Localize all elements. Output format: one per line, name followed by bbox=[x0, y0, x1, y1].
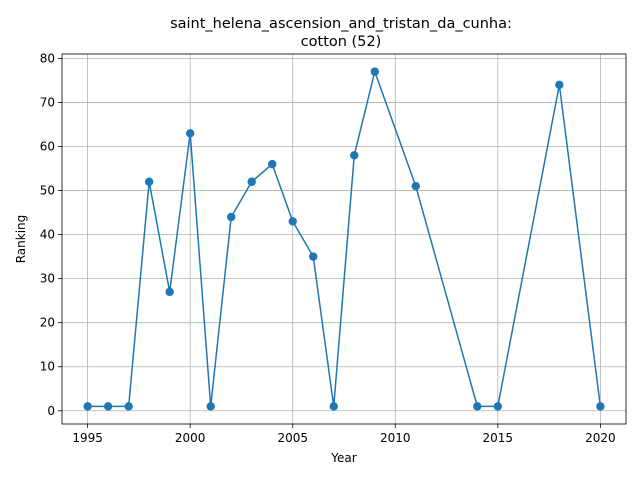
y-tick-label: 40 bbox=[40, 228, 55, 242]
series-line bbox=[87, 70, 602, 408]
grid-lines bbox=[62, 54, 626, 424]
chart-subtitle: cotton (52) bbox=[301, 34, 382, 50]
y-tick-label: 30 bbox=[40, 272, 55, 286]
data-point bbox=[103, 402, 113, 411]
data-point bbox=[206, 402, 215, 411]
y-tick-label: 80 bbox=[40, 51, 55, 65]
data-point bbox=[370, 67, 379, 76]
data-point bbox=[411, 181, 420, 191]
data-point bbox=[473, 402, 482, 411]
data-point bbox=[247, 177, 256, 186]
data-point bbox=[596, 402, 605, 411]
data-point bbox=[329, 402, 338, 411]
x-tick-label: 2010 bbox=[380, 431, 411, 445]
data-point bbox=[493, 402, 503, 411]
y-axis-label: Ranking bbox=[14, 215, 28, 264]
x-axis-label: Year bbox=[330, 451, 356, 465]
x-tick-label: 2020 bbox=[585, 431, 616, 445]
y-tick-label: 10 bbox=[40, 360, 55, 374]
series-layer bbox=[83, 67, 605, 411]
data-point bbox=[555, 80, 564, 90]
x-tick-label: 2000 bbox=[175, 431, 206, 445]
data-point bbox=[124, 402, 133, 411]
x-tick-label: 1995 bbox=[72, 431, 103, 445]
x-tick-label: 2005 bbox=[277, 431, 308, 445]
data-point bbox=[309, 252, 318, 261]
y-tick-label: 0 bbox=[47, 404, 55, 418]
data-point bbox=[83, 402, 92, 411]
data-point bbox=[268, 159, 277, 169]
y-axis-ticks: 0 10 20 30 40 50 60 70 80 bbox=[40, 51, 62, 418]
data-point bbox=[165, 287, 174, 297]
x-axis-ticks: 1995 2000 2005 2010 2015 2020 bbox=[72, 424, 616, 445]
data-point bbox=[288, 217, 297, 226]
data-point bbox=[227, 212, 236, 222]
data-point bbox=[185, 129, 195, 138]
x-tick-label: 2015 bbox=[483, 431, 514, 445]
data-point bbox=[350, 151, 359, 160]
plot-frame bbox=[61, 53, 627, 425]
data-point bbox=[144, 177, 154, 186]
y-tick-label: 50 bbox=[40, 184, 55, 198]
y-tick-label: 70 bbox=[40, 95, 55, 109]
y-tick-label: 60 bbox=[40, 140, 55, 154]
chart-title: saint_helena_ascension_and_tristan_da_cu… bbox=[170, 16, 512, 32]
y-tick-label: 20 bbox=[40, 316, 55, 330]
